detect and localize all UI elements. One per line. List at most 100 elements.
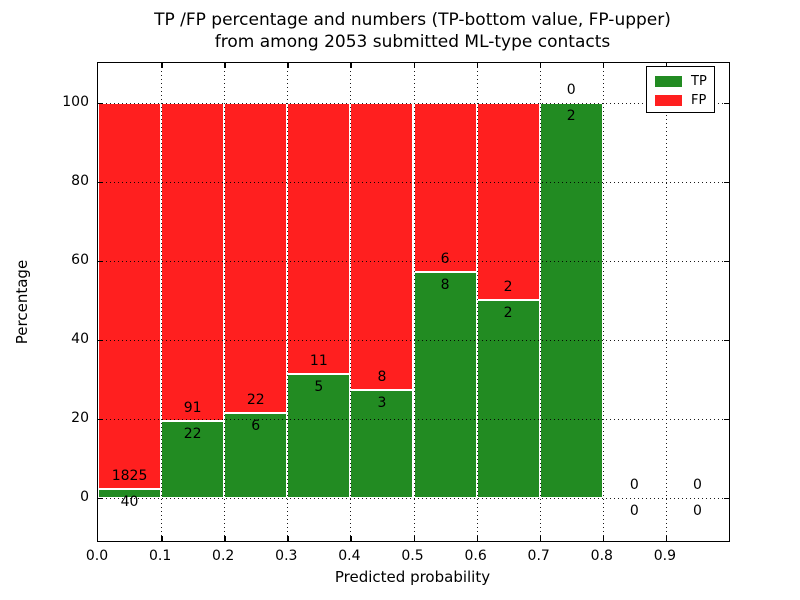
x-tick-label: 0.1 (148, 548, 172, 564)
x-tick-mark-top (161, 63, 163, 68)
tp-count-label: 40 (120, 494, 139, 511)
x-tick-mark (161, 536, 163, 541)
y-tick-mark-right (724, 181, 729, 183)
x-tick-mark (287, 536, 289, 541)
legend-swatch-fp (655, 95, 682, 106)
tp-count-label: 3 (377, 394, 387, 411)
y-tick-mark-right (724, 339, 729, 342)
x-tick-mark (476, 536, 479, 541)
x-tick-mark-top (287, 63, 289, 68)
chart-title-line1: TP /FP percentage and numbers (TP-bottom… (154, 10, 671, 30)
fp-count-label: 11 (309, 353, 328, 370)
x-tick-label: 0.6 (464, 548, 487, 564)
x-tick-mark-top (413, 63, 415, 68)
fp-bar-segment (98, 102, 162, 490)
fp-count-label: 0 (566, 81, 576, 98)
legend-swatch-tp (655, 76, 682, 87)
fp-count-label: 22 (246, 391, 265, 408)
y-tick-mark-right (724, 102, 729, 104)
fp-count-label: 8 (377, 368, 387, 385)
x-tick-mark-top (350, 63, 352, 68)
y-tick-label: 40 (71, 330, 89, 347)
y-tick-mark-right (724, 497, 729, 500)
tp-bar-segment (413, 271, 477, 498)
v-gridline (287, 63, 289, 541)
v-gridline (224, 63, 226, 541)
x-tick-label: 0.0 (85, 548, 109, 564)
y-tick-mark (98, 418, 103, 421)
v-gridline (350, 63, 352, 541)
x-tick-mark-top (539, 63, 542, 68)
chart-title: TP /FP percentage and numbers (TP-bottom… (97, 9, 728, 53)
y-tick-mark (98, 497, 103, 500)
x-tick-mark (602, 536, 605, 541)
y-tick-mark-right (724, 418, 729, 421)
fp-count-label: 0 (629, 476, 639, 493)
tp-bar-segment (98, 489, 162, 498)
fp-bar-segment (287, 102, 351, 375)
x-tick-label: 0.4 (338, 548, 361, 564)
chart-title-line2: from among 2053 submitted ML-type contac… (214, 32, 611, 52)
fp-count-label: 2 (503, 279, 513, 296)
x-tick-mark (539, 536, 542, 541)
x-tick-label: 0.3 (275, 548, 298, 564)
tp-count-label: 6 (251, 417, 261, 434)
legend-item-tp: TP (647, 72, 714, 91)
tp-bar-segment (539, 102, 603, 498)
tp-count-label: 2 (566, 107, 576, 124)
fp-bar-segment (350, 102, 414, 390)
x-tick-mark (350, 536, 352, 541)
v-gridline (665, 63, 667, 541)
tp-bar-segment (287, 374, 351, 498)
y-tick-label: 100 (62, 93, 89, 110)
fp-count-label: 1825 (111, 468, 148, 485)
x-tick-label: 0.2 (212, 548, 235, 564)
x-tick-label: 0.7 (527, 548, 550, 564)
x-tick-mark-top (665, 63, 668, 68)
y-tick-label: 0 (80, 488, 89, 505)
fp-bar-segment (224, 102, 288, 413)
y-axis-label: Percentage (13, 259, 31, 345)
fp-count-label: 6 (440, 250, 450, 267)
x-tick-mark (665, 536, 668, 541)
fp-count-label: 91 (183, 399, 202, 416)
plot-area: 1825 40 91 22 22 6 11 5 8 3 6 8 2 2 0 2 0 0 0 0 (97, 62, 730, 542)
tp-count-label: 2 (503, 305, 513, 322)
x-tick-label: 0.5 (401, 548, 424, 564)
y-tick-mark (98, 102, 103, 104)
tp-count-label: 22 (183, 425, 202, 442)
x-tick-label: 0.8 (590, 548, 613, 564)
v-gridline (161, 63, 163, 541)
fp-bar-segment (161, 102, 225, 421)
tp-bar-segment (350, 389, 414, 498)
y-tick-mark (98, 339, 103, 342)
tp-count-label: 0 (692, 502, 702, 519)
v-gridline (476, 63, 478, 541)
x-tick-label: 0.9 (653, 548, 677, 564)
tp-count-label: 8 (440, 276, 450, 293)
x-axis-label: Predicted probability (334, 568, 491, 586)
x-tick-mark-top (602, 63, 605, 68)
v-gridline (602, 63, 604, 541)
y-tick-mark (98, 260, 103, 263)
fp-bar-segment (413, 102, 477, 272)
legend-item-fp: FP (647, 91, 714, 110)
x-tick-mark (413, 536, 415, 541)
tp-bar-segment (476, 300, 540, 498)
tp-count-label: 5 (314, 379, 324, 396)
legend-label: FP (691, 93, 707, 108)
y-tick-label: 60 (71, 251, 89, 268)
tp-bar-segment (224, 412, 288, 498)
y-tick-label: 80 (71, 172, 89, 189)
y-tick-mark (98, 181, 103, 183)
x-tick-mark-top (476, 63, 479, 68)
y-tick-label: 20 (71, 409, 89, 426)
y-tick-mark-right (724, 260, 729, 263)
v-gridline (539, 63, 541, 541)
fp-count-label: 0 (692, 476, 702, 493)
x-tick-mark-top (224, 63, 226, 68)
fp-bar-segment (476, 102, 540, 301)
legend: TP FP (646, 66, 715, 113)
tp-count-label: 0 (629, 502, 639, 519)
